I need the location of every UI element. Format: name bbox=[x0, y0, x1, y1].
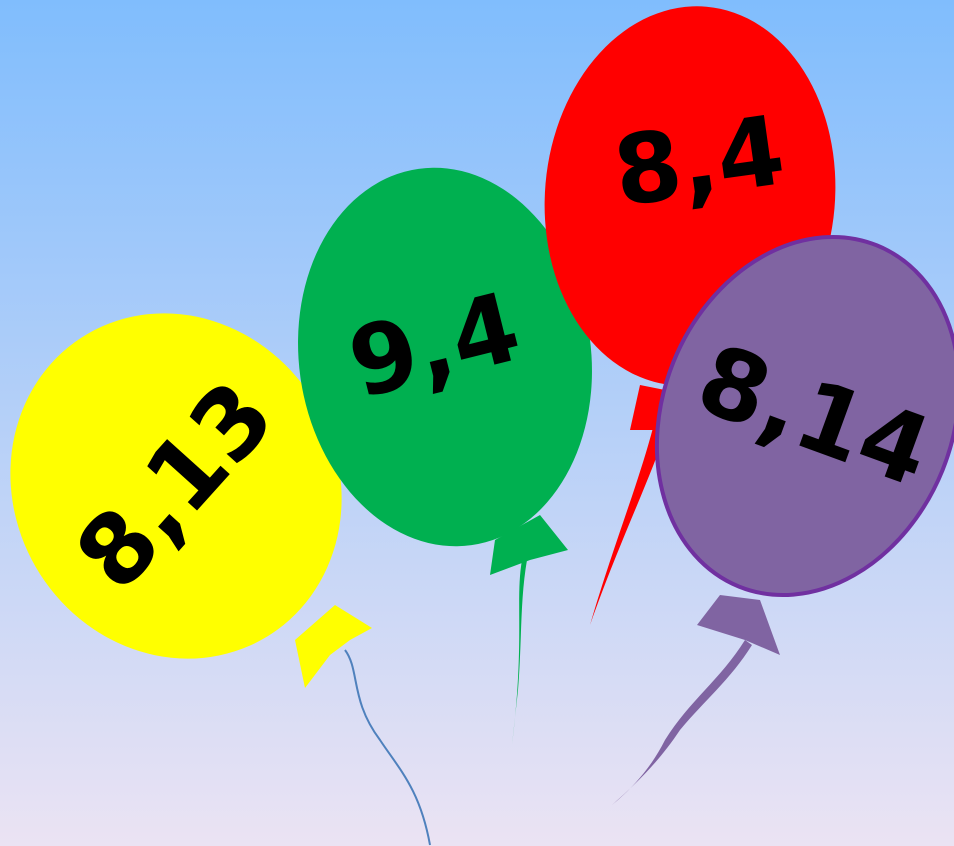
scene: 8,13 9,4 8,4 8,14 bbox=[0, 0, 954, 846]
balloon-label: 8,4 bbox=[607, 94, 791, 229]
page: 8,13 9,4 8,4 8,14 (() => { const data = … bbox=[0, 0, 954, 846]
